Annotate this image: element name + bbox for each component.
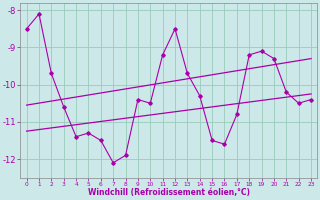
X-axis label: Windchill (Refroidissement éolien,°C): Windchill (Refroidissement éolien,°C) [88,188,250,197]
